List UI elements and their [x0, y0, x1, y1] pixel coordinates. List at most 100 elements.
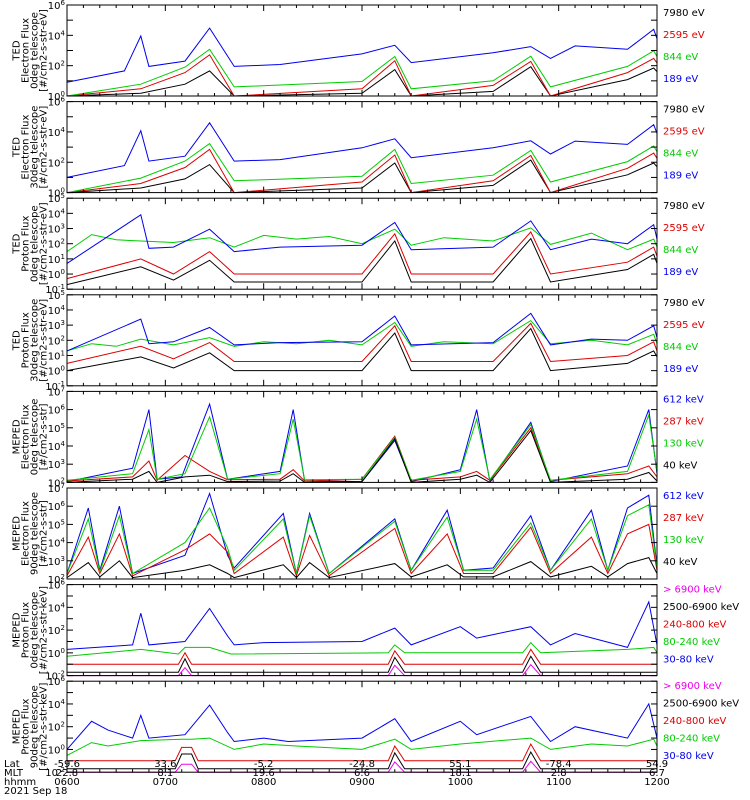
panel-7-ylabel: MEPEDProton Flux0deg telescope[#/cm2-s-s…	[12, 586, 50, 674]
panel-5-ytick-label: 106	[48, 404, 66, 417]
panel-6-ytick-label: 104	[48, 537, 66, 550]
footer-label-4: 2021 Sep 18	[4, 786, 67, 797]
panel-4-ytick-label: 10-1	[45, 380, 65, 393]
panel-2-ytick-label: 102	[48, 156, 65, 169]
panel-8-legend-1: > 6900 keV	[663, 681, 722, 692]
panel-3-series-line-3	[66, 227, 658, 253]
panel-2-legend-2: 2595 eV	[663, 127, 705, 138]
panel-6-legend-4: 40 keV	[663, 557, 697, 568]
panel-8-legend-2: 2500-6900 keV	[663, 699, 739, 710]
panel-4-legend-4: 189 eV	[663, 364, 698, 375]
panel-3-ytick-label: 103	[48, 223, 65, 236]
panel-2-series-line-1	[66, 159, 658, 194]
panel-4-frame	[66, 294, 658, 387]
panel-1-series-line-4	[66, 27, 658, 83]
panel-6-legend-1: 612 keV	[663, 491, 704, 502]
panel-4-ytick-label: 104	[48, 304, 66, 317]
panel-6-ylabel: MEPEDElectron Flux90deg telescope[#/cm2-…	[12, 492, 50, 575]
panel-5-series-line-4	[66, 429, 658, 484]
panel-3-ytick-label: 102	[48, 238, 65, 251]
footer-lat-7: 54.9	[646, 759, 668, 770]
panel-3-ytick-label: 101	[48, 253, 65, 266]
panel-1-series-line-2	[66, 54, 658, 97]
panel-3-legend-2: 2595 eV	[663, 223, 705, 234]
panel-6-legend-2: 287 keV	[663, 513, 704, 524]
panel-1-legend-4: 189 eV	[663, 74, 698, 85]
footer-mlt-5: 18.1	[449, 768, 471, 779]
panel-2-ytick-label: 100	[48, 187, 65, 200]
panel-4-ytick-label: 100	[48, 365, 65, 378]
panel-4-ytick-label: 101	[48, 349, 65, 362]
panel-6-series-line-1	[66, 491, 658, 575]
panel-2-legend-4: 189 eV	[663, 171, 698, 182]
panel-5-series-line-2	[66, 426, 658, 482]
footer-lat-5: 55.1	[449, 759, 471, 770]
panel-1-legend-2: 2595 eV	[663, 30, 705, 41]
panel-6-legend-3: 130 keV	[663, 535, 704, 546]
panel-7-series-line-1	[67, 663, 657, 677]
footer-hhmm-4: 0900	[349, 777, 374, 788]
panel-6-ytick-label: 102	[48, 573, 65, 586]
panel-2-series-line-4	[66, 121, 658, 178]
panel-3-ytick-label: 100	[48, 268, 65, 281]
panel-2-ylabel: TEDElectron Flux30deg telescope[#/cm2-s-…	[12, 106, 50, 189]
footer-mlt-2: 8.1	[157, 768, 173, 779]
panel-5-series-line-3	[66, 413, 658, 481]
footer-label-2: MLT	[4, 768, 24, 779]
panel-7-legend-4: 80-240 keV	[663, 637, 720, 648]
footer-mlt-3: 19.6	[253, 768, 275, 779]
panel-3-ytick-label: 10-1	[45, 283, 65, 296]
panel-7-legend-3: 240-800 keV	[663, 620, 727, 631]
panel-1-legend-3: 844 eV	[663, 52, 698, 63]
panel-8-ytick-label: 106	[48, 675, 66, 688]
panel-1-ytick-label: 100	[48, 90, 65, 103]
panel-2-legend-1: 7980 eV	[663, 105, 705, 116]
footer-mlt-6: 2.8	[551, 768, 567, 779]
panel-7-series-line-5	[66, 600, 658, 650]
panel-6-series-line-3	[66, 504, 658, 575]
panel-5-legend-1: 612 keV	[663, 394, 704, 405]
footer-mlt-7: 6.7	[649, 768, 665, 779]
panel-2-series-line-3	[66, 142, 658, 194]
panel-4-legend-1: 7980 eV	[663, 298, 705, 309]
footer-mlt-1: 22.8	[56, 768, 78, 779]
panel-8-series-line-3	[67, 742, 657, 762]
panel-6-ytick-label: 107	[48, 482, 65, 495]
panel-4-series-line-2	[66, 322, 658, 364]
panel-8-series-line-2	[67, 750, 657, 770]
footer-hhmm-6: 1100	[546, 777, 571, 788]
footer-hhmm-2: 0700	[153, 777, 178, 788]
panel-6-ytick-label: 106	[48, 500, 66, 513]
panel-8-legend-4: 80-240 keV	[663, 734, 720, 745]
panel-4-series-line-1	[66, 327, 658, 372]
panel-8-ytick-label: 10-2	[45, 766, 65, 779]
panel-1-ylabel: TEDElectron Flux0deg telescope[#/cm2-s-s…	[12, 9, 50, 92]
panel-5-ytick-label: 104	[48, 440, 66, 453]
panel-2-frame	[66, 101, 658, 194]
panel-7-series-line-4	[66, 641, 658, 657]
panel-3-ytick-label: 105	[48, 192, 65, 205]
panel-3-series-line-4	[66, 213, 658, 264]
panel-3-legend-4: 189 eV	[663, 267, 698, 278]
panel-4-series-line-3	[66, 319, 658, 352]
panel-1-series-line-1	[66, 66, 658, 97]
panel-7-legend-1: > 6900 keV	[663, 585, 722, 596]
footer-lat-3: -5.2	[254, 759, 274, 770]
panel-5-legend-3: 130 keV	[663, 438, 704, 449]
footer-lat-6: -78.4	[546, 759, 572, 770]
footer-hhmm-7: 1200	[644, 777, 669, 788]
panel-8-legend-3: 240-800 keV	[663, 716, 727, 727]
footer-label-1: Lat	[4, 759, 20, 770]
panel-8-ytick-label: 102	[48, 721, 65, 734]
panel-7-ytick-label: 10-2	[45, 670, 65, 683]
footer-hhmm-3: 0800	[251, 777, 276, 788]
panel-7-frame	[66, 584, 658, 677]
panel-7-ytick-label: 106	[48, 579, 66, 592]
